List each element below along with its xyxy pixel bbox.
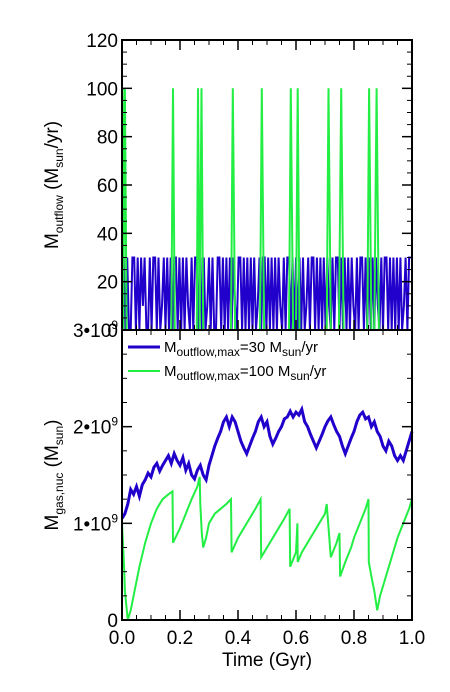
top-y-ticks: 0 20 40 60 80 100 120 bbox=[86, 31, 412, 342]
y-tick-label: 100 bbox=[86, 79, 118, 100]
series-line-1-0 bbox=[120, 404, 414, 520]
y-tick-label: 80 bbox=[97, 128, 118, 149]
y-tick-label: 3•109 bbox=[73, 318, 118, 342]
x-tick-label: 0.0 bbox=[109, 628, 135, 649]
y-tick-label: 40 bbox=[97, 224, 118, 245]
top-x-ticks bbox=[121, 40, 413, 330]
x-axis-label: Time (Gyr) bbox=[222, 650, 312, 671]
legend-label-blue: Moutflow,max=30 Msun/yr bbox=[164, 339, 318, 359]
x-tick-label: 0.8 bbox=[341, 628, 367, 649]
series-line-1-1 bbox=[121, 476, 413, 621]
top-y-axis-label: Moutflow (Msun/yr) bbox=[42, 121, 66, 249]
x-tick-label: 0.4 bbox=[225, 628, 252, 649]
legend-label-green: Moutflow,max=100 Msun/yr bbox=[164, 363, 326, 383]
bottom-series-group bbox=[120, 404, 414, 621]
top-panel: 0 20 40 60 80 100 120 Moutflow (Msun/yr) bbox=[42, 31, 413, 342]
y-tick-label: 20 bbox=[97, 273, 118, 294]
y-tick-label: 0 bbox=[107, 611, 118, 632]
y-tick-label: 120 bbox=[86, 31, 118, 52]
bottom-y-axis-label: Mgas,nuc (Msun) bbox=[42, 420, 66, 531]
x-tick-label: 0.2 bbox=[167, 628, 193, 649]
y-tick-label: 2•109 bbox=[73, 415, 118, 439]
top-series-group bbox=[121, 88, 412, 331]
y-tick-label: 60 bbox=[97, 176, 118, 197]
y-tick-label: 0 bbox=[107, 321, 118, 342]
legend: Moutflow,max=30 Msun/yr Moutflow,max=100… bbox=[128, 339, 326, 383]
y-tick-label: 1•109 bbox=[73, 511, 118, 535]
x-tick-label: 0.6 bbox=[283, 628, 309, 649]
bottom-x-ticks: 0.0 0.2 0.4 0.6 0.8 1.0 bbox=[109, 330, 425, 649]
bottom-y-ticks: 0 1•109 2•109 3•109 bbox=[73, 318, 412, 632]
x-tick-label: 1.0 bbox=[399, 628, 425, 649]
bottom-panel: 0 1•109 2•109 3•109 0.0 0.2 0.4 0.6 0.8 1.0 Mgas… bbox=[42, 318, 425, 671]
